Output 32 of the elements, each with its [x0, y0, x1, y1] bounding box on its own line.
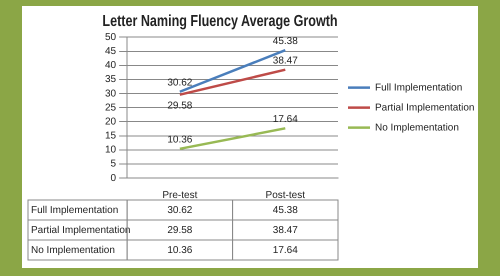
y-tick-label: 15 [105, 130, 117, 142]
annotation: 45.38 [272, 36, 298, 47]
x-tick-label: Pre-test [162, 190, 198, 201]
y-tick-label: 45 [105, 46, 117, 58]
y-tick-label: 25 [105, 102, 117, 114]
y-tick-label: 0 [110, 172, 117, 184]
y-tick-label: 10 [105, 144, 117, 156]
annotation: 29.58 [167, 100, 193, 112]
y-tick-label: 5 [110, 158, 117, 170]
y-tick-label: 30 [105, 88, 117, 100]
chart-title: Letter Naming Fluency Average Growth [102, 12, 338, 30]
text: Full Implementation [31, 204, 118, 216]
data-label: 17.64 [272, 244, 298, 256]
data-label: 30.62 [167, 204, 193, 216]
y-tick-label: 35 [105, 74, 117, 86]
legend-label: No Implementation [375, 122, 459, 134]
data-label: 45.38 [272, 204, 298, 216]
x-tick-label: Post-test [266, 190, 306, 201]
y-tick-label: 50 [105, 32, 117, 43]
legend-label: Full Implementation [375, 82, 462, 94]
data-label: 38.47 [272, 224, 298, 236]
annotation: 30.62 [167, 78, 193, 89]
text: Partial Implementation [31, 224, 130, 236]
annotation: 17.64 [272, 114, 298, 126]
data-label: 10.36 [167, 244, 193, 256]
text: No Implementation [31, 244, 115, 256]
annotation: 10.36 [167, 134, 193, 146]
y-tick-label: 20 [105, 116, 117, 128]
y-tick-label: 40 [105, 60, 117, 72]
annotation: 38.47 [272, 55, 298, 66]
legend-label: Partial Implementation [375, 102, 474, 114]
data-label: 29.58 [167, 224, 193, 236]
